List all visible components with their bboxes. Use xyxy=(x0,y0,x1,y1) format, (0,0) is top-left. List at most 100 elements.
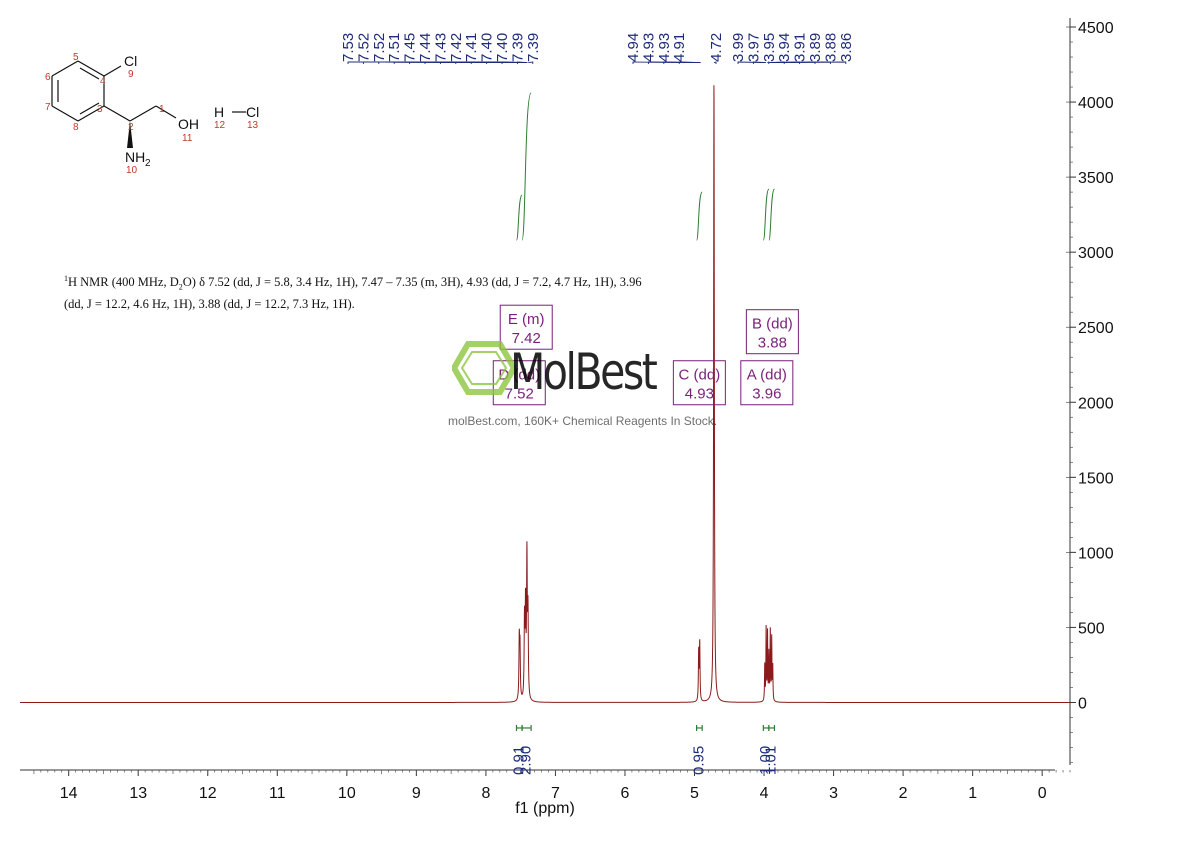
peak-label: 7.42 xyxy=(448,33,465,62)
integral-value: 1.01 xyxy=(763,746,780,775)
y-tick-label: 3000 xyxy=(1078,245,1114,262)
peak-leader-line xyxy=(528,61,534,64)
multiplet-box xyxy=(492,360,546,406)
svg-text:6: 6 xyxy=(45,72,51,83)
peak-leader-line xyxy=(678,61,701,64)
molecule-labels: Cl 9 OH 11 NH 2 10 H 12 Cl 13 1 2 3 4 5 … xyxy=(45,52,259,176)
peak-label: 7.44 xyxy=(417,33,434,62)
svg-text:9: 9 xyxy=(128,69,134,80)
peak-label: 7.39 xyxy=(525,33,542,62)
peak-label: 4.72 xyxy=(708,33,725,62)
peak-label: 7.43 xyxy=(432,33,449,62)
integral-curve xyxy=(768,188,775,241)
x-tick-label: 6 xyxy=(621,785,630,802)
x-axis-label: f1 (ppm) xyxy=(515,800,575,817)
x-tick-label: 13 xyxy=(129,785,147,802)
svg-text:5: 5 xyxy=(73,52,79,63)
svg-text:2: 2 xyxy=(128,122,134,133)
molecule-structure xyxy=(51,60,246,122)
svg-text:1: 1 xyxy=(159,104,165,115)
svg-text:4: 4 xyxy=(100,76,106,87)
y-tick-label: 500 xyxy=(1078,620,1105,637)
x-tick-label: 0 xyxy=(1038,785,1047,802)
svg-text:2: 2 xyxy=(145,158,151,169)
x-tick-label: 14 xyxy=(60,785,78,802)
integral-value: 0.95 xyxy=(690,746,707,775)
nmr-sup: 1 xyxy=(64,274,68,283)
integral-value: 0.91 xyxy=(510,746,527,775)
peak-label: 7.52 xyxy=(371,33,388,62)
svg-text:7: 7 xyxy=(45,102,51,113)
svg-text:H: H xyxy=(214,104,224,120)
svg-text:8: 8 xyxy=(73,122,79,133)
multiplet-box xyxy=(672,360,726,406)
multiplet-shift: 4.93 xyxy=(685,386,714,403)
multiplet-box xyxy=(745,309,799,355)
y-tick-label: 4000 xyxy=(1078,95,1114,112)
y-tick-label: 1500 xyxy=(1078,470,1114,487)
nmr-text-rest: O) δ 7.52 (dd, J = 5.8, 3.4 Hz, 1H), 7.4… xyxy=(64,275,642,311)
nmr-sub: 2 xyxy=(178,282,183,292)
peak-label: 3.91 xyxy=(792,33,809,62)
y-tick-label: 2500 xyxy=(1078,320,1114,337)
peak-label: 3.94 xyxy=(776,33,793,62)
peak-label: 3.99 xyxy=(730,33,747,62)
peak-label: 7.39 xyxy=(509,33,526,62)
wedge-bond xyxy=(127,121,133,148)
peak-leader-line xyxy=(713,61,717,64)
peak-label-layer: 7.537.527.527.517.457.447.437.427.417.40… xyxy=(340,33,855,64)
multiplet-name: E (m) xyxy=(508,311,545,328)
peak-label: 7.40 xyxy=(494,33,511,62)
x-tick-label: 10 xyxy=(338,785,356,802)
multiplet-shift: 3.88 xyxy=(758,335,787,352)
nmr-text-line: H NMR (400 MHz, D xyxy=(68,275,179,290)
molbest-logo-icon xyxy=(452,341,516,395)
peak-label: 4.93 xyxy=(640,33,657,62)
multiplet-shift: 7.52 xyxy=(505,386,534,403)
peak-label: 3.86 xyxy=(838,33,855,62)
x-tick-label: 2 xyxy=(899,785,908,802)
peak-label: 7.51 xyxy=(386,33,403,62)
integral-curve xyxy=(515,194,523,241)
peak-label: 7.40 xyxy=(479,33,496,62)
peak-label: 7.52 xyxy=(355,33,372,62)
axes: 14 13 12 11 10 9 8 7 6 5 4 3 2 1 005001000150020002500… xyxy=(20,18,1114,802)
svg-text:10: 10 xyxy=(126,165,138,176)
x-tick-label: 3 xyxy=(829,785,838,802)
multiplet-box xyxy=(740,360,794,406)
svg-text:3: 3 xyxy=(97,104,103,115)
x-tick-label: 1 xyxy=(968,785,977,802)
svg-text:Cl: Cl xyxy=(124,53,137,69)
peak-leader-line xyxy=(516,61,528,64)
integral-curve xyxy=(696,191,703,241)
peak-leader-line xyxy=(752,61,767,64)
svg-text:11: 11 xyxy=(182,133,193,144)
y-tick-label: 1000 xyxy=(1078,545,1114,562)
integral-curve xyxy=(762,188,770,241)
svg-text:Cl: Cl xyxy=(246,104,259,120)
peak-label: 3.97 xyxy=(745,33,762,62)
peak-label: 7.53 xyxy=(340,33,357,62)
nmr-description-text: 1H NMR (400 MHz, D2O) δ 7.52 (dd, J = 5.… xyxy=(64,270,664,313)
multiplet-shift: 7.42 xyxy=(512,330,541,347)
peak-leader-line xyxy=(767,61,770,64)
x-tick-label: 9 xyxy=(412,785,421,802)
peak-label: 7.45 xyxy=(402,33,419,62)
peak-label: 4.94 xyxy=(625,33,642,62)
peak-label: 3.88 xyxy=(822,33,839,62)
x-tick-label: 7 xyxy=(551,785,560,802)
peak-label: 7.41 xyxy=(463,33,480,62)
integral-value: 2.90 xyxy=(518,746,535,775)
x-tick-label: 5 xyxy=(690,785,699,802)
peak-label: 3.95 xyxy=(761,33,778,62)
x-tick-label: 12 xyxy=(199,785,217,802)
multiplet-label-layer: E (m)7.42D (dd)7.52C (dd)4.93B (dd)3.88A… xyxy=(492,304,799,406)
spectrum-line xyxy=(20,85,1070,703)
multiplet-name: B (dd) xyxy=(752,316,793,333)
peak-label: 3.89 xyxy=(807,33,824,62)
multiplet-shift: 3.96 xyxy=(752,386,781,403)
svg-text:NH: NH xyxy=(125,149,145,165)
svg-text:13: 13 xyxy=(247,120,259,131)
peak-label: 4.91 xyxy=(671,33,688,62)
